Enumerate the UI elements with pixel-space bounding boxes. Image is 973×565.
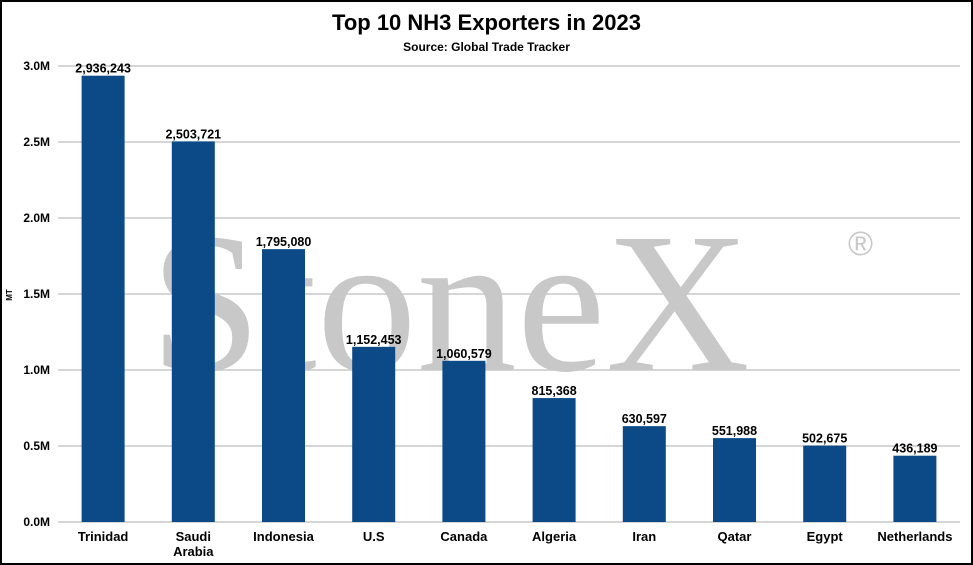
- category-label: Egypt: [807, 529, 844, 544]
- data-label: 630,597: [622, 412, 667, 426]
- bars: [81, 75, 937, 523]
- data-label: 502,675: [802, 432, 847, 446]
- chart-title: Top 10 NH3 Exporters in 2023: [332, 10, 641, 35]
- category-labels: Trinidad Saudi Arabia Indonesia U.S Canada Alg…: [78, 529, 953, 559]
- data-label: 2,936,243: [75, 62, 131, 76]
- data-label: 1,060,579: [436, 347, 492, 361]
- category-label: Qatar: [718, 529, 752, 544]
- y-tick-label: 0.0M: [23, 515, 50, 529]
- y-tick-label: 3.0M: [23, 59, 50, 73]
- bar: [803, 445, 847, 522]
- y-axis-ticks: 0.0M 0.5M 1.0M 1.5M 2.0M 2.5M 3.0M: [23, 59, 50, 529]
- category-label: Iran: [632, 529, 656, 544]
- category-label: Canada: [440, 529, 488, 544]
- bar: [622, 426, 666, 522]
- y-tick-label: 1.0M: [23, 363, 50, 377]
- data-label: 1,795,080: [256, 235, 312, 249]
- category-label: U.S: [363, 529, 385, 544]
- y-tick-label: 2.0M: [23, 211, 50, 225]
- category-label: Trinidad: [78, 529, 129, 544]
- data-label: 436,189: [892, 442, 937, 456]
- bar: [262, 249, 305, 523]
- bar: [442, 360, 486, 522]
- data-label: 1,152,453: [346, 333, 402, 347]
- y-tick-label: 2.5M: [23, 135, 50, 149]
- y-tick-label: 1.5M: [23, 287, 50, 301]
- category-label: Saudi Arabia: [173, 529, 214, 559]
- watermark-registered-mark: ®: [848, 225, 873, 263]
- data-label: 551,988: [712, 424, 757, 438]
- category-label: Algeria: [532, 529, 577, 544]
- y-tick-label: 0.5M: [23, 439, 50, 453]
- bar: [713, 438, 756, 522]
- chart-subtitle: Source: Global Trade Tracker: [403, 40, 570, 54]
- data-label: 2,503,721: [165, 127, 221, 141]
- category-label: Indonesia: [253, 529, 314, 544]
- data-labels: 2,936,243 2,503,721 1,795,080 1,152,453 1,06…: [75, 62, 937, 456]
- bar: [171, 141, 215, 523]
- bar: [532, 398, 576, 522]
- data-label: 815,368: [532, 384, 577, 398]
- y-axis-label: MT: [5, 289, 14, 301]
- bar: [893, 455, 937, 522]
- bar: [352, 346, 396, 522]
- bar: [81, 75, 125, 522]
- category-label: Netherlands: [877, 529, 952, 544]
- stonex-watermark: StoneX ®: [150, 193, 873, 414]
